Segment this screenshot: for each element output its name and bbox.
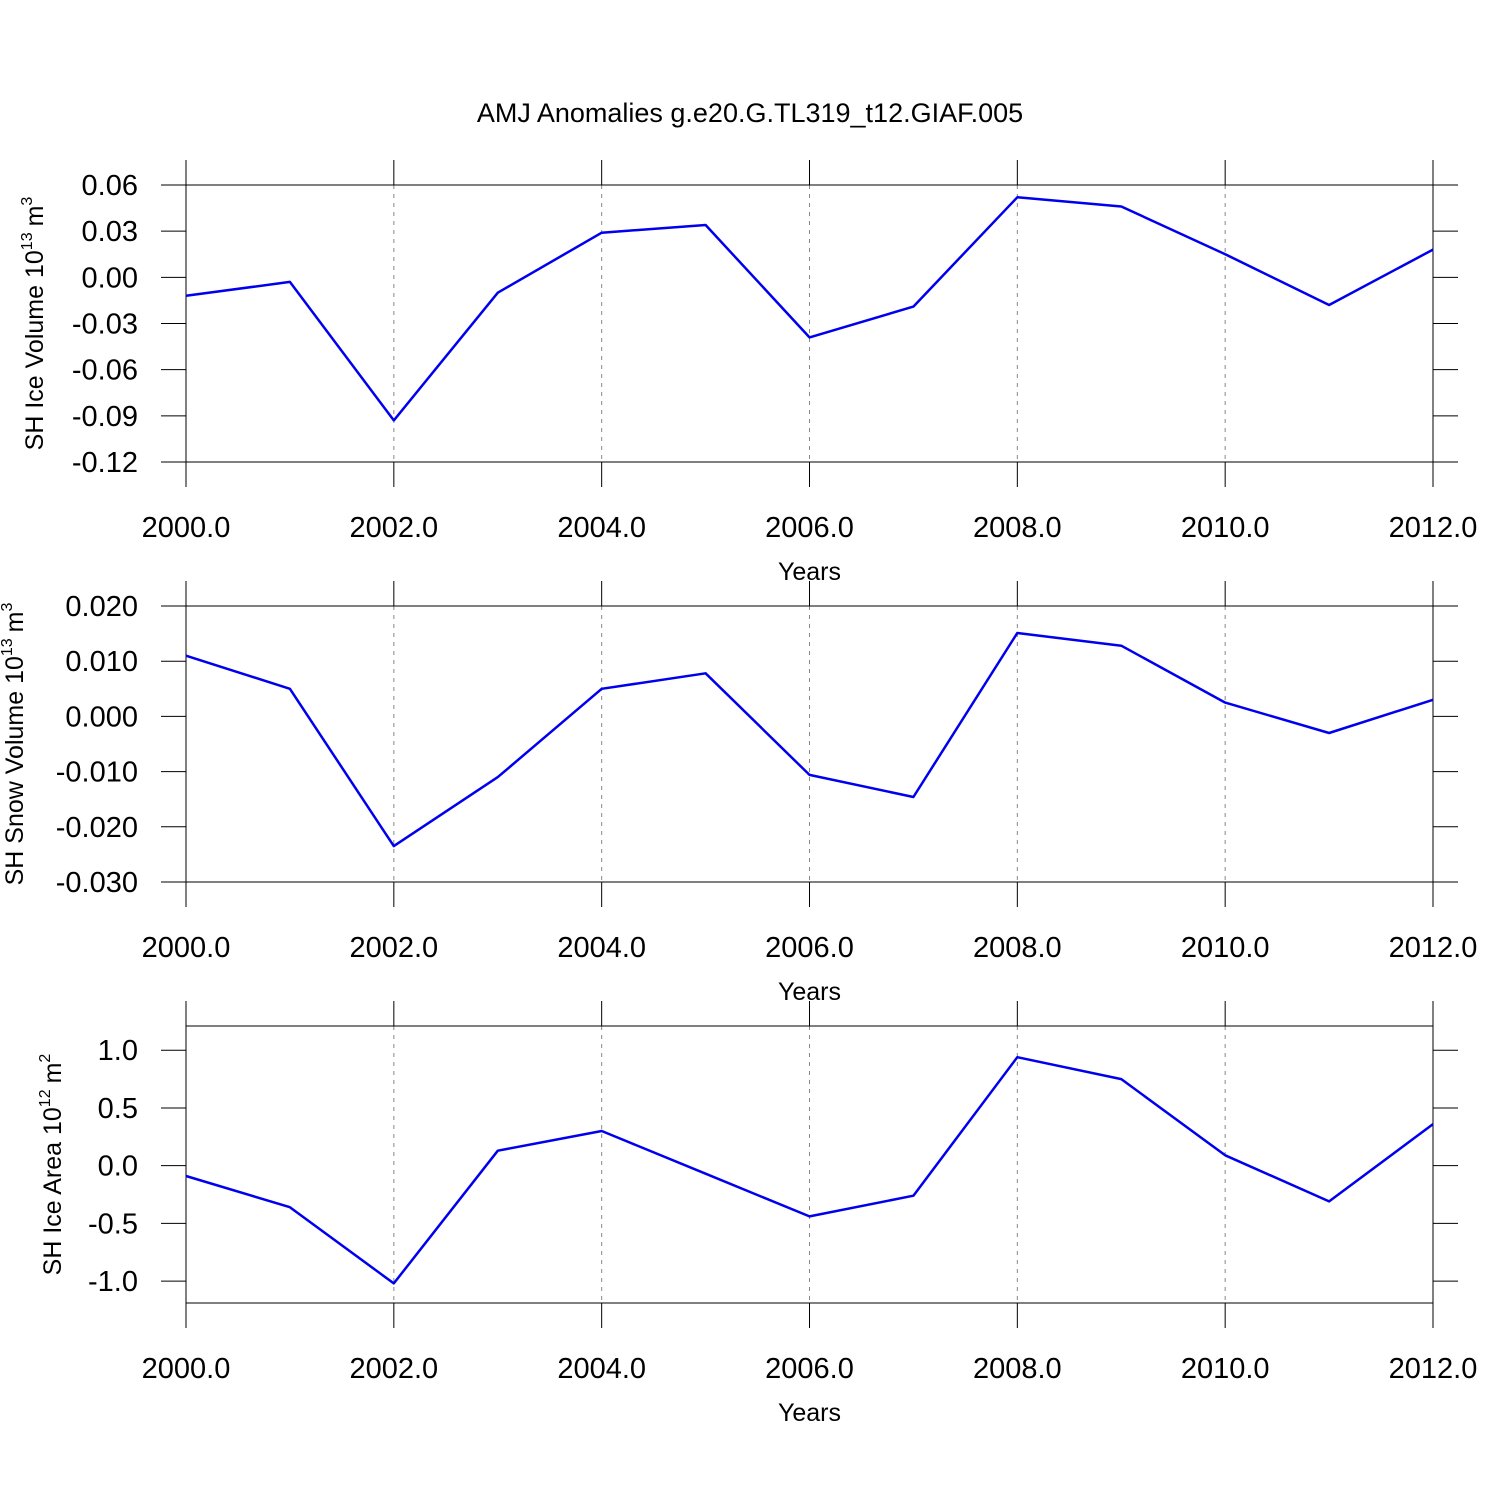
panel: 2000.0 2002.0 2004.0 2006.0 2008.0 2010.0 2012…: [0, 581, 1477, 1006]
y-tick-label: 0.00: [82, 262, 138, 294]
x-tick-label: 2004.0: [557, 932, 646, 964]
y-tick-label: -0.010: [56, 757, 138, 789]
y-tick-label: -0.06: [72, 355, 138, 387]
x-tick-label: 2010.0: [1181, 1353, 1270, 1385]
x-axis-label: Years: [778, 1399, 841, 1427]
x-tick-label: 2000.0: [142, 1353, 231, 1385]
y-axis-label-part: m: [21, 206, 49, 227]
y-axis-label: SH Snow Volume 1013 m3: [0, 602, 29, 885]
x-tick-label: 2006.0: [765, 932, 854, 964]
data-line: [185, 196, 1434, 422]
y-axis-label-part: m: [1, 611, 29, 632]
x-tick-label: 2006.0: [765, 1353, 854, 1385]
y-tick-label: 1.0: [98, 1035, 138, 1067]
y-axis-label-part: SH Ice Area 10: [39, 1107, 67, 1275]
x-tick-label: 2004.0: [557, 512, 646, 544]
y-tick-label: 0.5: [98, 1093, 138, 1125]
x-tick-label: 2006.0: [765, 512, 854, 544]
x-tick-label: 2002.0: [349, 932, 438, 964]
y-tick-label: -0.09: [72, 401, 138, 433]
figure-title: AMJ Anomalies g.e20.G.TL319_t12.GIAF.005: [477, 98, 1023, 128]
x-tick-label: 2012.0: [1389, 512, 1478, 544]
y-axis-label-superscript: 13: [19, 232, 36, 250]
y-axis-label-superscript: 3: [19, 197, 36, 206]
y-tick-label: 0.0: [98, 1151, 138, 1183]
x-tick-label: 2008.0: [973, 1353, 1062, 1385]
plot-frame: [185, 184, 1434, 463]
plot-frame: [185, 605, 1434, 883]
y-axis-label-superscript: 3: [0, 602, 16, 611]
y-tick-label: -0.5: [88, 1208, 138, 1240]
y-tick-label: -1.0: [88, 1266, 138, 1298]
y-tick-label: 0.000: [65, 701, 138, 733]
x-tick-label: 2010.0: [1181, 932, 1270, 964]
y-tick-label: 0.010: [65, 646, 138, 678]
y-axis-label: SH Ice Volume 1013 m3: [19, 197, 49, 451]
x-tick-label: 2012.0: [1389, 1353, 1478, 1385]
x-tick-label: 2008.0: [973, 932, 1062, 964]
y-tick-label: -0.12: [72, 447, 138, 479]
x-tick-label: 2004.0: [557, 1353, 646, 1385]
y-tick-label: 0.03: [82, 216, 138, 248]
plot-frame: [185, 1025, 1434, 1304]
y-axis-label-superscript: 2: [37, 1054, 54, 1063]
y-axis-label-superscript: 13: [0, 638, 16, 656]
y-axis-label-part: m: [39, 1063, 67, 1084]
x-tick-label: 2002.0: [349, 1353, 438, 1385]
y-axis-label-superscript: 12: [37, 1089, 54, 1107]
y-tick-label: 0.06: [82, 170, 138, 202]
data-line: [185, 1055, 1434, 1285]
x-tick-label: 2010.0: [1181, 512, 1270, 544]
y-axis-label-part: SH Snow Volume 10: [1, 656, 29, 885]
y-tick-label: -0.03: [72, 309, 138, 341]
x-tick-label: 2000.0: [142, 932, 231, 964]
panel: 2000.0 2002.0 2004.0 2006.0 2008.0 2010.0 2012…: [37, 1001, 1477, 1427]
y-tick-label: -0.020: [56, 812, 138, 844]
y-tick-label: 0.020: [65, 591, 138, 623]
x-tick-label: 2000.0: [142, 512, 231, 544]
data-line: [185, 631, 1434, 848]
y-axis-label-part: SH Ice Volume 10: [21, 250, 49, 450]
panel: 2000.0 2002.0 2004.0 2006.0 2008.0 2010.0 2012…: [19, 160, 1477, 586]
x-tick-label: 2012.0: [1389, 932, 1478, 964]
x-tick-label: 2008.0: [973, 512, 1062, 544]
x-tick-label: 2002.0: [349, 512, 438, 544]
y-axis-label: SH Ice Area 1012 m2: [37, 1054, 67, 1276]
y-tick-label: -0.030: [56, 867, 138, 899]
